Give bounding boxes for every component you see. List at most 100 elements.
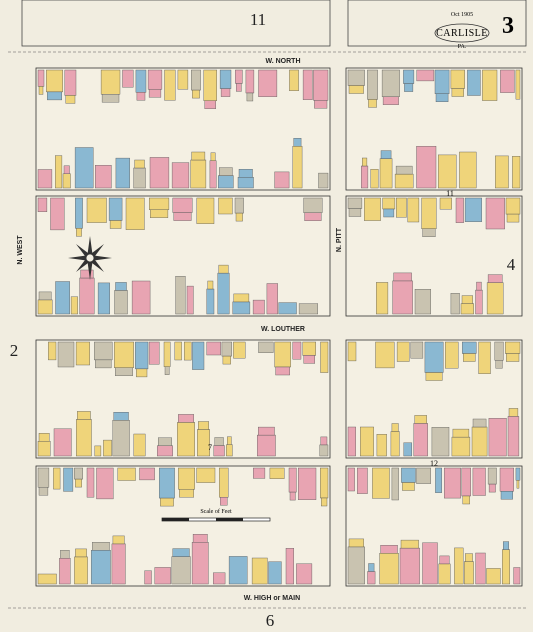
building — [488, 418, 507, 457]
building — [38, 291, 52, 301]
building — [268, 561, 282, 585]
building — [435, 467, 442, 493]
building — [75, 548, 87, 558]
building — [117, 467, 136, 481]
building — [505, 341, 521, 354]
building — [112, 420, 130, 457]
building — [226, 444, 233, 457]
building — [347, 426, 357, 457]
building — [163, 341, 171, 367]
building — [488, 483, 496, 493]
building — [394, 173, 414, 189]
block-number: 12 — [430, 459, 438, 468]
adjoining-sheet: 6 — [266, 611, 275, 630]
building — [91, 550, 111, 585]
building — [487, 274, 503, 283]
building — [379, 158, 393, 189]
building — [302, 341, 317, 356]
building — [75, 197, 83, 229]
building — [38, 433, 50, 442]
building — [257, 434, 276, 457]
building — [245, 69, 255, 94]
building — [452, 428, 470, 438]
building — [253, 467, 266, 479]
building — [171, 556, 191, 585]
building — [512, 155, 521, 189]
building — [214, 437, 224, 446]
building — [178, 414, 195, 423]
building — [114, 367, 133, 376]
building — [347, 197, 363, 209]
building — [348, 538, 365, 548]
building — [115, 157, 130, 189]
building — [362, 157, 368, 167]
building — [218, 167, 233, 176]
building — [382, 197, 396, 210]
building — [112, 535, 125, 545]
building — [190, 159, 207, 189]
building — [122, 69, 134, 88]
building — [515, 69, 521, 100]
building — [159, 467, 175, 499]
building — [175, 276, 186, 315]
building — [320, 341, 329, 373]
building — [482, 69, 498, 101]
building — [86, 197, 107, 223]
building — [178, 467, 196, 490]
title-cartouche — [434, 23, 490, 43]
building — [318, 172, 329, 189]
building — [220, 497, 228, 506]
building — [505, 197, 521, 215]
building — [197, 421, 209, 430]
building — [38, 86, 44, 95]
building — [454, 547, 464, 585]
building — [37, 467, 50, 488]
building — [148, 89, 162, 98]
building — [376, 282, 389, 315]
building — [425, 372, 443, 381]
compass — [68, 236, 112, 280]
building — [320, 436, 328, 446]
street-name: N. WEST — [17, 235, 24, 265]
building — [516, 480, 520, 489]
building — [63, 165, 70, 175]
building — [393, 272, 412, 282]
building — [233, 293, 250, 303]
building — [383, 208, 395, 218]
building — [75, 341, 90, 366]
building — [486, 568, 501, 585]
building — [445, 341, 459, 369]
building — [65, 95, 76, 104]
building — [233, 341, 246, 359]
building — [74, 556, 88, 585]
building — [219, 467, 229, 498]
building — [476, 281, 482, 291]
building — [149, 209, 169, 218]
building — [508, 408, 519, 417]
building — [395, 165, 413, 175]
building — [136, 368, 148, 378]
building — [451, 88, 464, 97]
building — [206, 288, 215, 315]
building — [413, 423, 428, 457]
building — [513, 567, 521, 585]
building — [414, 289, 432, 315]
building — [222, 355, 231, 365]
building — [303, 197, 323, 213]
building — [103, 439, 112, 457]
building — [416, 69, 435, 82]
building — [361, 165, 369, 189]
building — [347, 69, 365, 86]
building — [37, 69, 45, 87]
building — [63, 467, 74, 492]
building — [80, 269, 94, 279]
building — [506, 353, 520, 362]
building — [364, 197, 381, 221]
building — [502, 549, 511, 585]
building — [360, 426, 374, 457]
building — [450, 293, 460, 315]
building — [375, 341, 395, 369]
building — [213, 445, 225, 457]
building — [461, 467, 471, 497]
